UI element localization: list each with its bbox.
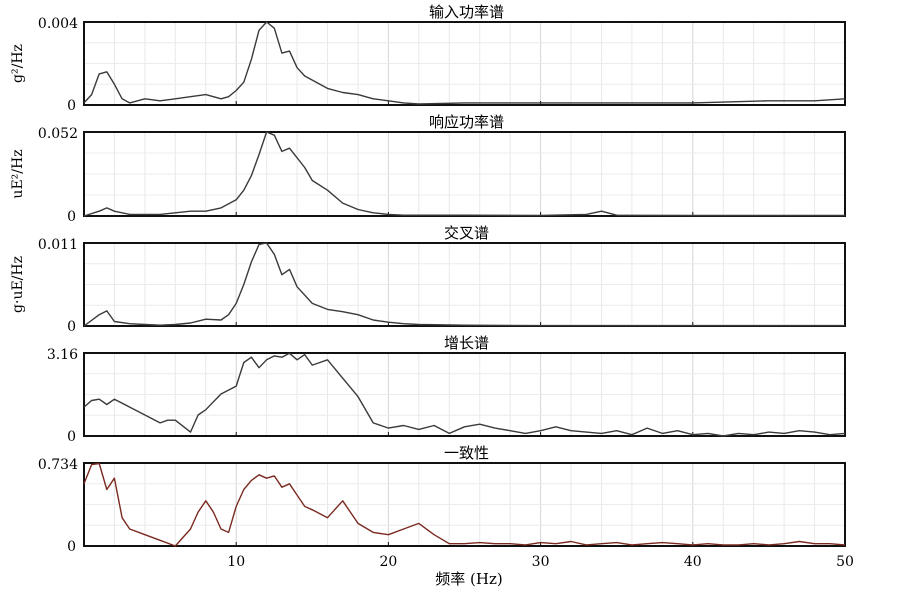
panel-title: 输入功率谱	[429, 3, 504, 21]
series-line	[83, 352, 846, 437]
chart-panel-5: 一致性 0.734 0 10 20 30 40 50	[38, 444, 854, 570]
y-tick-label-max: 3.16	[47, 347, 78, 363]
y-tick-label-min: 0	[67, 429, 76, 445]
series-line	[83, 21, 846, 105]
grid	[84, 243, 845, 326]
x-tick-label: 20	[379, 554, 397, 570]
y-tick-label-max: 0.052	[38, 126, 78, 142]
series-line	[83, 242, 845, 327]
y-axis-label: uE²/Hz	[10, 149, 26, 198]
chart-panel-2: 响应功率谱 0.052 0 uE²/Hz	[10, 113, 846, 225]
y-tick-label-max: 0.011	[38, 237, 78, 253]
panel-title: 增长谱	[444, 334, 489, 352]
plot-frame	[83, 21, 846, 106]
x-tick-label: 50	[836, 554, 854, 570]
plot-frame	[83, 131, 846, 217]
y-axis-label: g·uE/Hz	[10, 256, 26, 313]
grid	[84, 463, 845, 546]
chart-panel-1: 输入功率谱 0.004 0 g²/Hz	[10, 3, 846, 114]
y-tick-label-max: 0.734	[38, 457, 78, 473]
x-axis-label: 频率 (Hz)	[435, 570, 502, 588]
panel-title: 交叉谱	[444, 224, 489, 242]
x-tick-label: 40	[684, 554, 702, 570]
panel-title: 一致性	[444, 444, 489, 462]
y-axis-label: g²/Hz	[10, 44, 26, 83]
series-line	[83, 462, 846, 547]
chart-panel-3: 交叉谱 0.011 0 g·uE/Hz	[10, 224, 846, 335]
x-tick-label: 30	[532, 554, 550, 570]
y-tick-label-min: 0	[67, 98, 76, 114]
series-line	[83, 131, 845, 217]
y-tick-label-max: 0.004	[38, 16, 78, 32]
x-tick-label: 10	[227, 554, 245, 570]
y-tick-label-min: 0	[67, 319, 76, 335]
y-tick-label-min: 0	[67, 539, 76, 555]
plot-frame	[83, 352, 846, 437]
chart-panel-4: 增长谱 3.16 0	[47, 334, 846, 445]
plot-frame	[83, 242, 846, 327]
panel-title: 响应功率谱	[429, 113, 504, 131]
plot-frame	[83, 462, 846, 547]
y-tick-label-min: 0	[67, 209, 76, 225]
grid	[84, 353, 845, 436]
grid	[84, 132, 845, 216]
grid	[84, 22, 845, 105]
